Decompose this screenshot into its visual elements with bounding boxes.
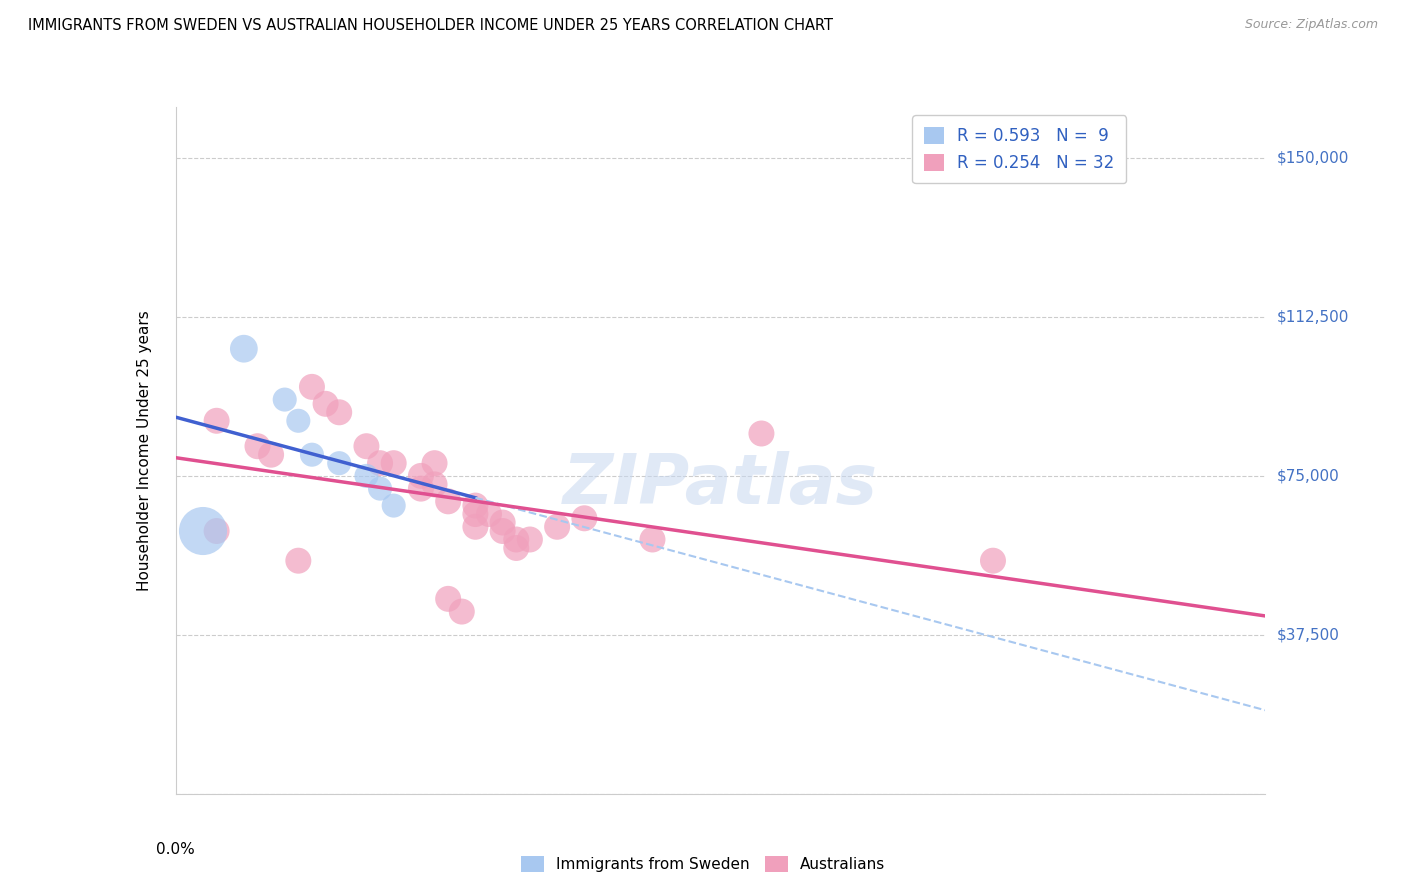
Text: IMMIGRANTS FROM SWEDEN VS AUSTRALIAN HOUSEHOLDER INCOME UNDER 25 YEARS CORRELATI: IMMIGRANTS FROM SWEDEN VS AUSTRALIAN HOU… xyxy=(28,18,834,33)
Point xyxy=(505,533,527,547)
Point xyxy=(423,456,446,470)
Point xyxy=(464,499,486,513)
Point xyxy=(464,520,486,534)
Point xyxy=(423,477,446,491)
Point xyxy=(574,511,596,525)
Point xyxy=(368,456,391,470)
Point xyxy=(301,448,323,462)
Point xyxy=(464,507,486,521)
Point xyxy=(191,524,214,538)
Point xyxy=(409,482,432,496)
Point xyxy=(437,494,460,508)
Point xyxy=(437,591,460,606)
Point xyxy=(981,554,1004,568)
Point xyxy=(232,342,254,356)
Point xyxy=(450,605,472,619)
Text: ZIPatlas: ZIPatlas xyxy=(562,451,879,518)
Point xyxy=(205,414,228,428)
Point xyxy=(368,482,391,496)
Point xyxy=(382,499,405,513)
Point xyxy=(301,380,323,394)
Point xyxy=(641,533,664,547)
Point xyxy=(478,507,501,521)
Point xyxy=(274,392,297,407)
Point xyxy=(492,524,515,538)
Text: $75,000: $75,000 xyxy=(1277,468,1340,483)
Point xyxy=(246,439,269,453)
Point xyxy=(315,397,337,411)
Text: $112,500: $112,500 xyxy=(1277,310,1348,325)
Point xyxy=(519,533,541,547)
Text: $37,500: $37,500 xyxy=(1277,627,1340,642)
Text: $150,000: $150,000 xyxy=(1277,151,1348,165)
Point xyxy=(382,456,405,470)
Point xyxy=(287,554,309,568)
Legend: R = 0.593   N =  9, R = 0.254   N = 32: R = 0.593 N = 9, R = 0.254 N = 32 xyxy=(912,115,1126,184)
Point xyxy=(751,426,773,441)
Point xyxy=(260,448,283,462)
Point xyxy=(492,516,515,530)
Legend: Immigrants from Sweden, Australians: Immigrants from Sweden, Australians xyxy=(513,848,893,880)
Text: Source: ZipAtlas.com: Source: ZipAtlas.com xyxy=(1244,18,1378,31)
Y-axis label: Householder Income Under 25 years: Householder Income Under 25 years xyxy=(138,310,152,591)
Point xyxy=(356,439,378,453)
Point xyxy=(205,524,228,538)
Text: 0.0%: 0.0% xyxy=(156,842,195,857)
Point xyxy=(287,414,309,428)
Point xyxy=(328,456,350,470)
Point xyxy=(328,405,350,419)
Point xyxy=(409,469,432,483)
Point xyxy=(356,469,378,483)
Point xyxy=(546,520,568,534)
Point xyxy=(505,541,527,555)
